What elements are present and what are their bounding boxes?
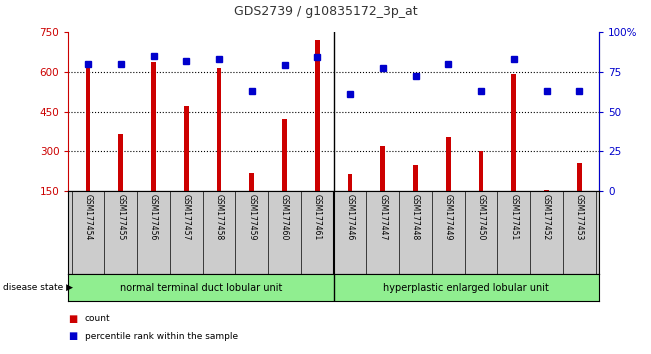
Bar	[85, 66, 90, 191]
Bar	[315, 40, 320, 191]
Bar	[348, 174, 352, 191]
Text: GSM177446: GSM177446	[346, 194, 355, 240]
Bar	[249, 172, 255, 191]
Text: GSM177449: GSM177449	[444, 194, 452, 240]
Text: GSM177447: GSM177447	[378, 194, 387, 240]
Text: normal terminal duct lobular unit: normal terminal duct lobular unit	[120, 282, 282, 293]
Text: percentile rank within the sample: percentile rank within the sample	[85, 332, 238, 341]
Bar	[511, 74, 516, 191]
Bar	[544, 190, 549, 191]
Text: GSM177460: GSM177460	[280, 194, 289, 240]
Text: GSM177458: GSM177458	[215, 194, 223, 240]
Text: GSM177452: GSM177452	[542, 194, 551, 240]
Bar	[118, 134, 123, 191]
Text: ■: ■	[68, 331, 77, 341]
Text: GSM177453: GSM177453	[575, 194, 584, 240]
Text: disease state ▶: disease state ▶	[3, 283, 74, 292]
Bar	[282, 119, 287, 191]
Text: GSM177451: GSM177451	[509, 194, 518, 240]
Text: GSM177448: GSM177448	[411, 194, 420, 240]
Text: count: count	[85, 314, 110, 323]
Bar	[184, 106, 189, 191]
Text: GSM177456: GSM177456	[149, 194, 158, 240]
Text: GSM177459: GSM177459	[247, 194, 256, 240]
Bar	[446, 137, 450, 191]
Bar	[577, 163, 582, 191]
Text: GSM177461: GSM177461	[312, 194, 322, 240]
Bar	[413, 165, 418, 191]
Text: GSM177454: GSM177454	[83, 194, 92, 240]
Bar	[380, 146, 385, 191]
Text: hyperplastic enlarged lobular unit: hyperplastic enlarged lobular unit	[383, 282, 549, 293]
Text: GSM177450: GSM177450	[477, 194, 486, 240]
Bar	[217, 68, 221, 191]
Bar	[151, 62, 156, 191]
Text: GSM177455: GSM177455	[117, 194, 125, 240]
Text: ■: ■	[68, 314, 77, 324]
Text: GSM177457: GSM177457	[182, 194, 191, 240]
Bar	[478, 152, 484, 191]
Text: GDS2739 / g10835172_3p_at: GDS2739 / g10835172_3p_at	[234, 5, 417, 18]
